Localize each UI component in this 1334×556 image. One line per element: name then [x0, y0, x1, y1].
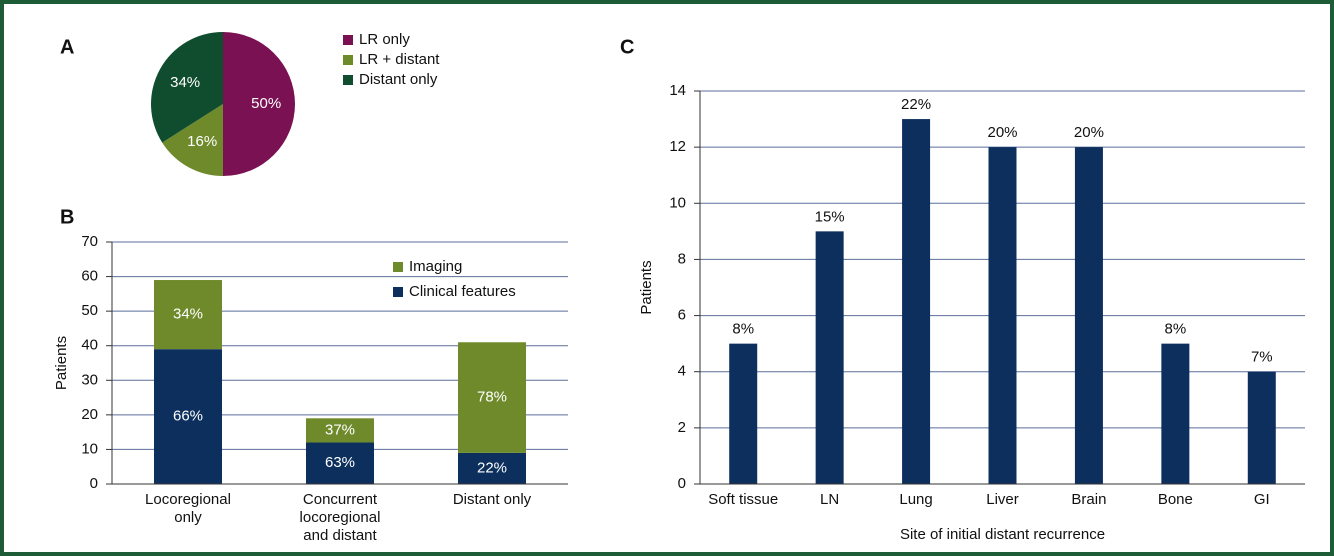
- y-tick-label: 4: [678, 363, 686, 380]
- y-tick-label: 20: [81, 406, 98, 423]
- legend-label: LR only: [359, 31, 410, 48]
- panel-label: B: [60, 206, 74, 228]
- bar: [902, 119, 931, 485]
- segment-label: 78%: [477, 389, 507, 406]
- pie-slice: [162, 104, 223, 176]
- y-tick-label: 10: [81, 440, 98, 457]
- y-tick-label: 6: [678, 307, 686, 324]
- x-axis-label: Site of initial distant recurrence: [900, 526, 1105, 543]
- slice-label: 50%: [251, 95, 281, 112]
- y-tick-label: 8: [678, 250, 686, 267]
- bar-segment: [154, 349, 222, 484]
- y-tick-label: 40: [81, 337, 98, 354]
- y-tick-label: 10: [669, 194, 686, 211]
- segment-label: 22%: [477, 459, 507, 476]
- y-axis-label: Patients: [638, 260, 655, 314]
- y-tick-label: 2: [678, 419, 686, 436]
- legend-swatch: [343, 55, 353, 65]
- legend-label: Imaging: [409, 258, 462, 275]
- bar-segment: [458, 452, 526, 484]
- y-tick-label: 12: [669, 138, 686, 155]
- bar-segment: [306, 442, 374, 484]
- panel-label: A: [60, 36, 74, 58]
- pie-slice: [223, 32, 295, 176]
- y-tick-label: 0: [678, 475, 686, 492]
- y-axis-label: Patients: [53, 336, 70, 390]
- x-tick-label: Soft tissue: [708, 491, 778, 508]
- slice-label: 34%: [170, 74, 200, 91]
- segment-label: 34%: [173, 306, 203, 323]
- x-tick-label: Concurrent locoregional and distant: [300, 491, 381, 544]
- bar: [729, 343, 758, 484]
- bar-label: 8%: [732, 321, 754, 338]
- legend-swatch: [343, 35, 353, 45]
- pie-slice: [151, 32, 223, 143]
- x-tick-label: Bone: [1158, 491, 1193, 508]
- x-tick-label: Liver: [986, 491, 1019, 508]
- bar-label: 8%: [1165, 321, 1187, 338]
- y-tick-label: 30: [81, 371, 98, 388]
- slice-label: 16%: [187, 133, 217, 150]
- x-tick-label: Distant only: [453, 491, 532, 508]
- segment-label: 37%: [325, 421, 355, 438]
- y-tick-label: 60: [81, 268, 98, 285]
- y-tick-label: 0: [90, 475, 98, 492]
- x-tick-label: GI: [1254, 491, 1270, 508]
- bar: [1247, 371, 1276, 484]
- y-tick-label: 14: [669, 82, 686, 99]
- legend-label: Distant only: [359, 71, 438, 88]
- legend-swatch: [393, 262, 403, 272]
- bar: [988, 147, 1017, 484]
- legend-swatch: [393, 287, 403, 297]
- segment-label: 63%: [325, 454, 355, 471]
- y-tick-label: 70: [81, 233, 98, 250]
- panel-label: C: [620, 36, 634, 58]
- x-tick-label: Lung: [899, 491, 932, 508]
- bar-label: 20%: [987, 124, 1017, 141]
- bar: [1074, 147, 1103, 484]
- x-tick-label: LN: [820, 491, 839, 508]
- bar-label: 22%: [901, 96, 931, 113]
- bar-segment: [154, 280, 222, 350]
- segment-label: 66%: [173, 408, 203, 425]
- x-tick-label: Brain: [1071, 491, 1106, 508]
- bar-label: 20%: [1074, 124, 1104, 141]
- legend-label: LR + distant: [359, 51, 440, 68]
- y-tick-label: 50: [81, 302, 98, 319]
- legend-label: Clinical features: [409, 283, 516, 300]
- bar-segment: [306, 418, 374, 443]
- bar: [1161, 343, 1190, 484]
- bar-label: 15%: [815, 208, 845, 225]
- x-tick-label: Locoregional only: [145, 491, 231, 526]
- legend-swatch: [343, 75, 353, 85]
- bar-label: 7%: [1251, 349, 1273, 366]
- bar: [815, 231, 844, 484]
- bar-segment: [458, 342, 526, 453]
